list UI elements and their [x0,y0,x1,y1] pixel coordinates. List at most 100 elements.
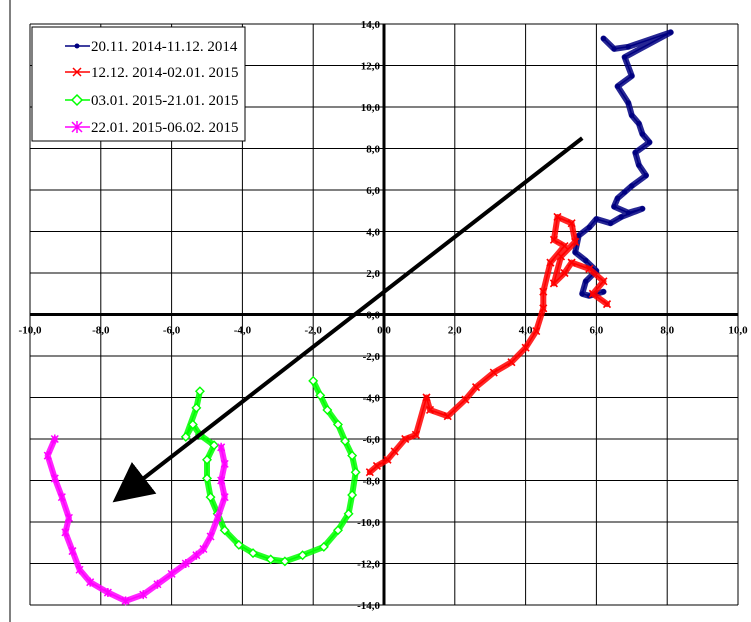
series-1-point-16 [622,189,628,195]
series-1 [572,29,674,299]
y-tick-label-7: 0,0 [366,310,380,322]
series-2-point-24 [422,393,431,402]
series-2-point-30 [365,468,374,477]
series-3-point-14 [248,548,259,559]
series-4-point-9 [167,569,176,579]
series-3-point-19 [202,473,212,484]
series-2-point-25 [411,430,420,439]
series-2-point-0 [602,300,612,309]
series-4-point-10 [153,579,162,589]
series-1-point-26 [572,249,578,255]
series-1-point-12 [632,150,638,156]
series-3-point-10 [318,541,329,552]
series-1-point-15 [629,183,635,189]
series-2-point-13 [546,258,555,267]
series-1-point-21 [618,214,624,220]
series-2-point-22 [443,412,452,421]
series-2-band [366,214,610,476]
x-tick-labels: -10,0 -8,0 -6,0 -4,0 -2,0 0,0 2,0 4,0 6,0 8,0 10,0 [19,325,749,337]
y-tick-label-14: 14,0 [361,19,381,31]
x-tick-label-8: 6,0 [590,325,604,337]
series-1-point-6 [615,83,621,89]
y-tick-labels: -14,0 -12,0 -10,0 -8,0 -6,0 -4,0 -2,0 0,0 2,0 4,0… [357,19,380,612]
series-2-point-28 [383,455,392,464]
legend-item-3: 03.01. 2015-21.01. 2015 [65,93,239,109]
legend-label-3: 03.01. 2015-21.01. 2015 [91,93,239,109]
series-1-point-32 [600,289,607,295]
series-2-point-10 [553,212,562,222]
y-tick-label-2: -10,0 [357,517,380,529]
series-3-point-18 [205,492,216,503]
series-1-point-2 [625,44,631,50]
series-4-point-1 [220,459,229,469]
series-4-point-4 [213,513,222,523]
series-1-point-11 [646,139,653,145]
series-4-point-17 [61,527,70,537]
series-layer [43,29,674,606]
y-tick-label-10: 6,0 [366,185,380,197]
series-2-point-14 [539,287,548,296]
series-1-point-9 [636,121,642,127]
series-2-point-19 [489,368,498,377]
series-1-point-1 [611,46,617,52]
x-tick-label-3: -4,0 [234,325,252,337]
series-3-point-20 [202,454,212,465]
axes [30,24,738,605]
y-tick-label-4: -6,0 [363,434,381,446]
series-3-point-7 [347,490,358,501]
x-tick-label-10: 10,0 [728,325,748,337]
series-4-band [44,436,228,604]
series-3-point-4 [340,436,351,447]
x-tick-label-4: -2,0 [304,325,322,337]
series-1-point-8 [629,112,635,118]
series-4-point-15 [75,565,84,575]
trend-arrow-0 [112,136,584,503]
y-tick-label-3: -8,0 [363,476,381,488]
series-2-point-2 [599,277,608,286]
y-tick-label-13: 12,0 [361,61,381,73]
series-2-point-21 [461,395,470,404]
series-4-point-16 [68,546,77,556]
series-3-point-24 [180,431,191,442]
series-1-band [572,29,674,299]
series-4-point-5 [206,532,215,542]
series-3-point-9 [332,525,343,536]
y-tick-label-6: -2,0 [363,351,381,363]
series-2-point-11 [549,235,558,244]
series-4-point-0 [217,442,226,452]
series-1-point-13 [636,162,642,168]
series-1-point-3 [668,29,674,35]
legend-label-2: 12.12. 2014-02.01. 2015 [91,65,239,81]
series-3-point-23 [187,419,198,430]
series-3-point-5 [347,450,358,461]
series-3-point-0 [308,375,319,386]
series-2-point-7 [556,252,566,261]
x-tick-label-2: -6,0 [163,325,181,337]
y-tick-label-1: -12,0 [357,559,380,571]
series-1-line [574,31,672,297]
series-4-point-21 [43,451,52,461]
series-2-point-23 [425,405,435,415]
y-tick-label-5: -4,0 [363,393,381,405]
series-2-point-3 [585,264,594,273]
x-tick-label-7: 4,0 [519,325,533,337]
x-tick-label-0: -10,0 [19,325,42,337]
x-tick-label-6: 2,0 [448,325,462,337]
x-tick-label-1: -8,0 [92,325,110,337]
series-3-point-6 [350,467,361,478]
series-1-point-20 [639,206,646,212]
series-4-point-19 [57,492,66,502]
series-1-point-27 [583,257,589,264]
series-3-point-1 [315,390,326,401]
series-2-point-26 [401,434,410,444]
series-3-point-11 [297,550,308,561]
annotation-layer [112,136,584,503]
series-4-point-14 [86,577,95,587]
y-tick-label-8: 2,0 [366,268,380,280]
series-1-point-10 [639,131,646,137]
series-1-point-7 [625,100,631,106]
series-4-point-22 [50,434,59,444]
series-3-point-2 [322,404,333,415]
series-3-point-25 [191,402,202,413]
